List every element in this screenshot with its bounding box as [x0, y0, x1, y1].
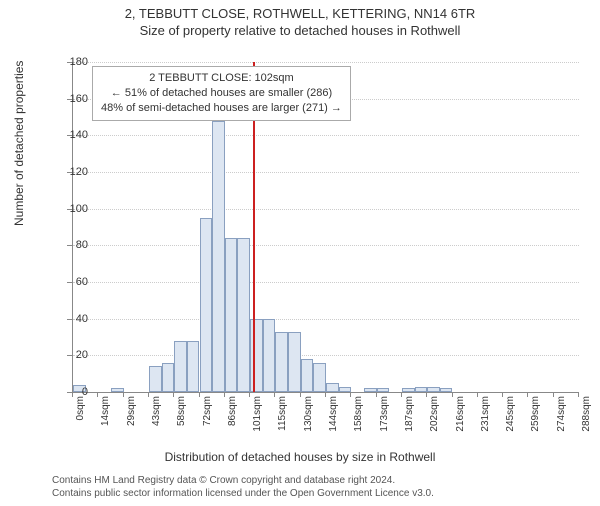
- y-tick-label: 100: [58, 203, 88, 215]
- histogram-bar: [212, 121, 225, 392]
- x-tick-label: 72sqm: [202, 396, 213, 436]
- callout-line3: 48% of semi-detached houses are larger (…: [101, 101, 342, 116]
- x-tick-mark: [452, 392, 453, 397]
- x-tick-mark: [426, 392, 427, 397]
- chart-footer: Contains HM Land Registry data © Crown c…: [52, 475, 434, 500]
- y-tick-mark: [67, 319, 72, 320]
- y-tick-label: 160: [58, 93, 88, 105]
- x-tick-label: 173sqm: [379, 396, 390, 436]
- x-tick-label: 86sqm: [227, 396, 238, 436]
- x-tick-mark: [502, 392, 503, 397]
- grid-line: [73, 355, 579, 356]
- grid-line: [73, 62, 579, 63]
- x-tick-mark: [477, 392, 478, 397]
- x-tick-label: 202sqm: [429, 396, 440, 436]
- x-tick-label: 274sqm: [556, 396, 567, 436]
- x-tick-mark: [274, 392, 275, 397]
- x-tick-label: 14sqm: [100, 396, 111, 436]
- histogram-bar: [187, 341, 200, 392]
- x-tick-mark: [199, 392, 200, 397]
- histogram-bar: [225, 238, 238, 392]
- x-tick-label: 231sqm: [480, 396, 491, 436]
- x-axis-label: Distribution of detached houses by size …: [0, 450, 600, 464]
- x-tick-mark: [527, 392, 528, 397]
- histogram-bar: [427, 387, 440, 393]
- histogram-bar: [200, 218, 213, 392]
- y-tick-label: 180: [58, 56, 88, 68]
- marker-callout: 2 TEBBUTT CLOSE: 102sqm← 51% of detached…: [92, 66, 351, 121]
- y-tick-label: 60: [58, 276, 88, 288]
- histogram-bar: [275, 332, 288, 393]
- y-tick-mark: [67, 245, 72, 246]
- y-tick-mark: [67, 282, 72, 283]
- footer-line2: Contains public sector information licen…: [52, 488, 434, 501]
- histogram-bar: [288, 332, 301, 393]
- histogram-bar: [313, 363, 326, 392]
- x-tick-label: 115sqm: [277, 396, 288, 436]
- x-tick-mark: [300, 392, 301, 397]
- footer-line1: Contains HM Land Registry data © Crown c…: [52, 475, 434, 488]
- x-tick-label: 130sqm: [303, 396, 314, 436]
- y-tick-mark: [67, 62, 72, 63]
- histogram-bar: [377, 388, 390, 392]
- x-tick-mark: [350, 392, 351, 397]
- histogram-bar: [402, 388, 415, 392]
- x-tick-label: 58sqm: [176, 396, 187, 436]
- x-tick-label: 29sqm: [126, 396, 137, 436]
- x-tick-label: 259sqm: [530, 396, 541, 436]
- x-tick-mark: [249, 392, 250, 397]
- histogram-bar: [326, 383, 339, 392]
- x-tick-mark: [97, 392, 98, 397]
- y-tick-mark: [67, 99, 72, 100]
- y-tick-label: 40: [58, 313, 88, 325]
- x-tick-label: 158sqm: [353, 396, 364, 436]
- y-axis-label: Number of detached properties: [12, 61, 26, 226]
- chart-title-line1: 2, TEBBUTT CLOSE, ROTHWELL, KETTERING, N…: [0, 6, 600, 21]
- callout-line1: 2 TEBBUTT CLOSE: 102sqm: [101, 71, 342, 86]
- histogram-bar: [301, 359, 314, 392]
- y-tick-label: 120: [58, 166, 88, 178]
- chart-title-line2: Size of property relative to detached ho…: [0, 23, 600, 38]
- x-tick-mark: [376, 392, 377, 397]
- y-tick-mark: [67, 209, 72, 210]
- y-tick-mark: [67, 172, 72, 173]
- grid-line: [73, 209, 579, 210]
- x-tick-label: 144sqm: [328, 396, 339, 436]
- callout-line2: ← 51% of detached houses are smaller (28…: [101, 86, 342, 101]
- x-tick-mark: [578, 392, 579, 397]
- histogram-bar: [149, 366, 162, 392]
- x-tick-label: 288sqm: [581, 396, 592, 436]
- x-tick-mark: [325, 392, 326, 397]
- y-tick-mark: [67, 355, 72, 356]
- y-tick-label: 80: [58, 239, 88, 251]
- x-tick-label: 187sqm: [404, 396, 415, 436]
- histogram-bar: [162, 363, 175, 392]
- x-tick-mark: [123, 392, 124, 397]
- x-tick-mark: [553, 392, 554, 397]
- x-tick-mark: [401, 392, 402, 397]
- x-tick-mark: [224, 392, 225, 397]
- grid-line: [73, 282, 579, 283]
- histogram-bar: [237, 238, 250, 392]
- y-tick-mark: [67, 135, 72, 136]
- grid-line: [73, 135, 579, 136]
- x-tick-label: 216sqm: [455, 396, 466, 436]
- x-tick-label: 43sqm: [151, 396, 162, 436]
- x-tick-mark: [148, 392, 149, 397]
- x-tick-label: 245sqm: [505, 396, 516, 436]
- y-tick-label: 20: [58, 349, 88, 361]
- histogram-bar: [174, 341, 187, 392]
- x-tick-label: 0sqm: [75, 396, 86, 436]
- histogram-bar: [263, 319, 276, 392]
- x-tick-label: 101sqm: [252, 396, 263, 436]
- x-tick-mark: [72, 392, 73, 397]
- grid-line: [73, 319, 579, 320]
- x-tick-mark: [173, 392, 174, 397]
- y-tick-label: 140: [58, 129, 88, 141]
- grid-line: [73, 172, 579, 173]
- grid-line: [73, 245, 579, 246]
